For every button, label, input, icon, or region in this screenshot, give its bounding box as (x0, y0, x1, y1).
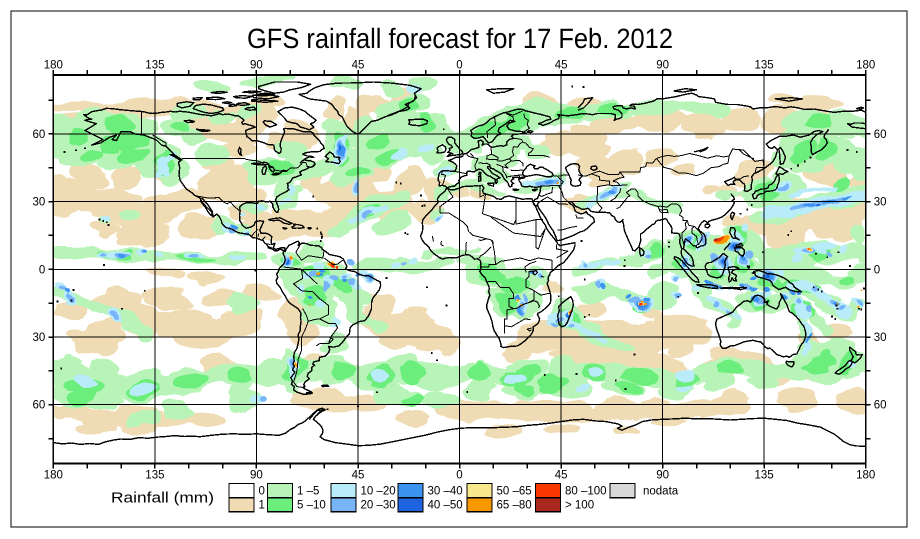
svg-text:90: 90 (656, 60, 669, 72)
svg-text:0: 0 (39, 264, 45, 276)
svg-text:180: 180 (44, 60, 63, 72)
svg-text:135: 135 (145, 470, 164, 482)
svg-text:0: 0 (874, 264, 880, 276)
svg-text:60: 60 (874, 400, 887, 412)
svg-text:0: 0 (456, 470, 462, 482)
svg-text:180: 180 (44, 470, 63, 482)
svg-text:30: 30 (874, 197, 887, 209)
svg-text:135: 135 (755, 470, 774, 482)
svg-text:45: 45 (555, 60, 568, 72)
svg-text:> 100: > 100 (565, 500, 594, 512)
svg-text:60: 60 (33, 400, 46, 412)
svg-text:Rainfall (mm): Rainfall (mm) (111, 491, 214, 507)
svg-text:65 –80: 65 –80 (497, 500, 532, 512)
svg-text:5 –10: 5 –10 (297, 500, 326, 512)
svg-text:60: 60 (874, 129, 887, 141)
svg-text:80 –100: 80 –100 (565, 486, 607, 498)
svg-text:90: 90 (250, 60, 263, 72)
svg-text:50 –65: 50 –65 (497, 486, 532, 498)
svg-text:45: 45 (352, 60, 365, 72)
svg-text:30: 30 (874, 332, 887, 344)
svg-text:30: 30 (33, 332, 46, 344)
svg-text:1 –5: 1 –5 (297, 486, 319, 498)
svg-text:40 –50: 40 –50 (428, 500, 463, 512)
svg-text:20 –30: 20 –30 (361, 500, 396, 512)
svg-text:180: 180 (856, 470, 875, 482)
svg-text:45: 45 (555, 470, 568, 482)
svg-text:GFS rainfall forecast for 17 F: GFS rainfall forecast for 17 Feb. 2012 (247, 23, 673, 54)
svg-text:90: 90 (656, 470, 669, 482)
svg-text:10 –20: 10 –20 (361, 486, 396, 498)
svg-text:135: 135 (145, 60, 164, 72)
svg-text:180: 180 (856, 60, 875, 72)
svg-text:nodata: nodata (643, 486, 679, 498)
svg-text:30 –40: 30 –40 (428, 486, 463, 498)
svg-text:30: 30 (33, 197, 46, 209)
svg-text:135: 135 (755, 60, 774, 72)
svg-text:0: 0 (259, 486, 265, 498)
svg-text:60: 60 (33, 129, 46, 141)
svg-text:0: 0 (456, 60, 462, 72)
svg-text:90: 90 (250, 470, 263, 482)
svg-text:1: 1 (259, 500, 265, 512)
svg-text:45: 45 (352, 470, 365, 482)
